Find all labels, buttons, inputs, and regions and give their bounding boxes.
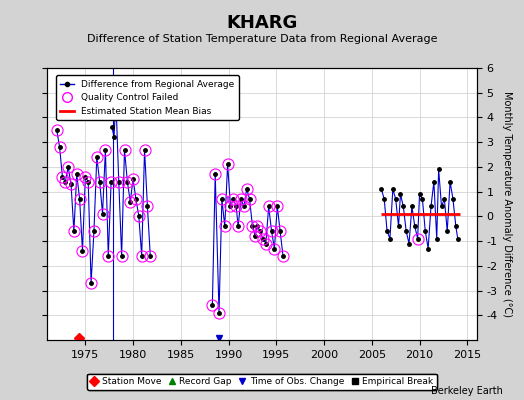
Text: Berkeley Earth: Berkeley Earth [431, 386, 503, 396]
Legend: Station Move, Record Gap, Time of Obs. Change, Empirical Break: Station Move, Record Gap, Time of Obs. C… [87, 374, 437, 390]
Text: Difference of Station Temperature Data from Regional Average: Difference of Station Temperature Data f… [87, 34, 437, 44]
Text: KHARG: KHARG [226, 14, 298, 32]
Y-axis label: Monthly Temperature Anomaly Difference (°C): Monthly Temperature Anomaly Difference (… [501, 91, 511, 317]
